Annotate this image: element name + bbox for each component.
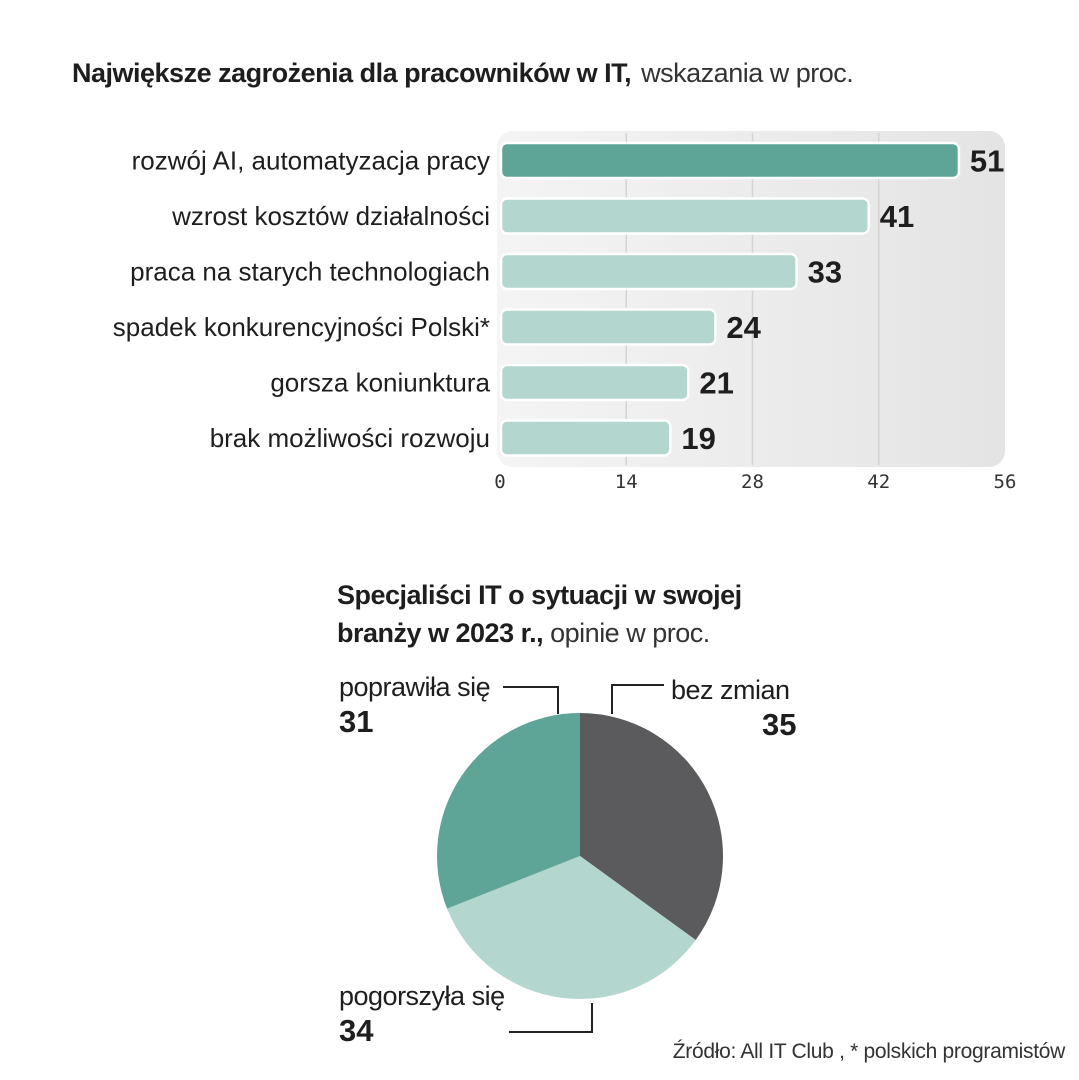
pie-chart-title-line1: Specjaliści IT o sytuacji w swojej xyxy=(337,580,742,610)
leader-line-improved xyxy=(503,686,559,714)
bar xyxy=(499,141,961,180)
value-label: 19 xyxy=(681,421,715,456)
tick-label: 42 xyxy=(867,471,890,493)
tick-label: 14 xyxy=(615,471,638,493)
pie-value-improved: 31 xyxy=(339,704,374,739)
bar xyxy=(499,308,717,346)
value-label: 24 xyxy=(726,310,761,345)
pie-chart-title-line2: branży w 2023 r., opinie w proc. xyxy=(337,614,742,652)
category-label: wzrost kosztów działalności xyxy=(171,201,490,231)
bar xyxy=(499,363,690,402)
category-label: praca na starych technologiach xyxy=(130,257,490,287)
tick-label: 0 xyxy=(494,471,505,493)
source-note: Źródło: All IT Club , * polskich program… xyxy=(672,1040,1066,1063)
pie-chart-title-light: opinie w proc. xyxy=(550,618,710,648)
bar xyxy=(499,419,672,457)
pie-slice xyxy=(447,856,696,999)
bar-chart: rozwój AI, automatyzacja pracy 51 wzrost k… xyxy=(113,131,1017,493)
category-label: gorsza koniunktura xyxy=(270,368,490,398)
leader-line-same xyxy=(611,684,664,714)
bar xyxy=(499,197,870,235)
pie-chart-title-bold: branży w 2023 r., xyxy=(337,618,544,648)
pie-slice xyxy=(580,713,723,941)
value-label: 51 xyxy=(970,144,1004,179)
pie-label-worse: pogorszyła się xyxy=(339,981,505,1011)
pie-value-worse: 34 xyxy=(339,1013,374,1048)
bar-chart-title-light: wskazania w proc. xyxy=(641,58,854,88)
bar xyxy=(499,252,798,291)
leader-line-worse xyxy=(509,1003,593,1033)
pie-label-same: bez zmian xyxy=(671,675,790,705)
value-label: 33 xyxy=(808,255,842,290)
pie-label-improved: poprawiła się xyxy=(339,672,491,702)
tick-label: 28 xyxy=(741,471,764,493)
value-label: 41 xyxy=(880,199,914,234)
pie-chart-title: Specjaliści IT o sytuacji w swojej branż… xyxy=(337,576,742,652)
category-label: brak możliwości rozwoju xyxy=(210,423,490,453)
bar-chart-title: Największe zagrożenia dla pracowników w … xyxy=(72,58,854,89)
bar-chart-title-bold: Największe zagrożenia dla pracowników w … xyxy=(72,58,632,88)
category-label: rozwój AI, automatyzacja pracy xyxy=(132,146,490,176)
value-label: 21 xyxy=(699,366,733,401)
category-label: spadek konkurencyjności Polski* xyxy=(113,312,490,342)
pie-value-same: 35 xyxy=(762,707,797,742)
pie-slice xyxy=(437,713,580,909)
tick-label: 56 xyxy=(994,471,1017,493)
